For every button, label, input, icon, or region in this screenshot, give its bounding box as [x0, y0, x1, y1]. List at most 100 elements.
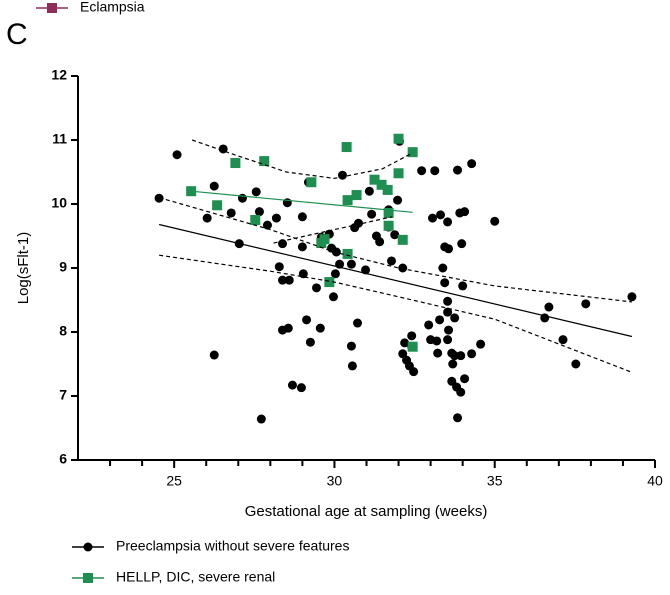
point — [453, 165, 463, 175]
x-tick-label: 25 — [166, 473, 182, 489]
point — [259, 156, 270, 167]
point — [306, 177, 317, 188]
point — [209, 350, 219, 360]
point — [353, 318, 363, 328]
point — [251, 187, 261, 197]
confidence-band — [159, 254, 633, 373]
legend-marker — [47, 3, 57, 13]
point — [341, 142, 352, 153]
point — [346, 259, 356, 269]
point — [226, 208, 236, 218]
point — [544, 302, 554, 312]
point — [417, 166, 427, 176]
point — [353, 218, 363, 228]
point — [435, 315, 445, 325]
point — [202, 213, 212, 223]
point — [571, 359, 581, 369]
point — [467, 159, 477, 169]
point — [346, 341, 356, 351]
legend-label: HELLP, DIC, severe renal — [116, 569, 275, 585]
y-tick-label: 8 — [59, 323, 67, 339]
legend-marker — [83, 573, 93, 583]
x-tick-label: 35 — [487, 473, 503, 489]
point — [407, 331, 417, 341]
point — [456, 387, 466, 397]
point — [297, 242, 307, 252]
y-tick-label: 9 — [59, 259, 67, 275]
point — [250, 215, 261, 225]
point — [367, 209, 377, 219]
point — [278, 275, 288, 285]
point — [296, 383, 306, 393]
point — [278, 239, 288, 249]
point — [433, 348, 443, 358]
point — [443, 217, 453, 227]
point — [457, 239, 467, 249]
point — [364, 186, 374, 196]
point — [407, 341, 418, 352]
point — [400, 338, 410, 348]
point — [398, 263, 408, 273]
point — [444, 244, 454, 254]
point — [428, 213, 438, 223]
point — [212, 200, 223, 211]
point — [330, 269, 340, 279]
point — [444, 325, 454, 335]
point — [490, 216, 500, 226]
point — [283, 323, 293, 333]
point — [467, 349, 477, 359]
point — [328, 292, 338, 302]
point — [460, 374, 470, 384]
legend-label: Eclampsia — [80, 0, 145, 15]
point — [324, 277, 335, 288]
point — [436, 210, 446, 220]
legend-label: Preeclampsia without severe features — [116, 538, 349, 554]
y-tick-label: 12 — [51, 67, 67, 83]
point — [383, 207, 394, 218]
point — [443, 296, 453, 306]
y-axis-label: Log(sFlt-1) — [15, 232, 32, 305]
point — [450, 313, 460, 323]
point — [460, 207, 470, 217]
point — [476, 339, 486, 349]
point — [297, 212, 307, 222]
point — [271, 213, 281, 223]
point — [558, 335, 568, 345]
point — [209, 181, 219, 191]
point — [382, 184, 393, 195]
point — [409, 367, 419, 377]
x-tick-label: 40 — [647, 473, 663, 489]
point — [284, 275, 294, 285]
confidence-band — [273, 216, 393, 244]
point — [393, 133, 404, 144]
point — [311, 283, 321, 293]
point — [397, 234, 408, 245]
point — [393, 195, 403, 205]
point — [443, 335, 453, 345]
point — [424, 320, 434, 330]
y-tick-label: 11 — [52, 131, 67, 147]
point — [337, 170, 347, 180]
point — [230, 158, 241, 169]
point — [287, 380, 297, 390]
point — [440, 278, 450, 288]
point — [393, 168, 404, 179]
y-tick-label: 6 — [59, 451, 67, 467]
point — [448, 359, 458, 369]
point — [351, 190, 362, 201]
point — [237, 193, 247, 203]
point — [274, 262, 284, 272]
point — [581, 299, 591, 309]
regression-line — [191, 190, 413, 213]
point — [432, 336, 442, 346]
point — [453, 413, 463, 423]
point — [390, 230, 400, 240]
point — [262, 220, 272, 230]
point — [315, 323, 325, 333]
point — [154, 193, 164, 203]
y-tick-label: 7 — [59, 387, 67, 403]
point — [342, 195, 353, 206]
point — [407, 147, 418, 158]
y-tick-label: 10 — [51, 195, 67, 211]
point — [172, 150, 182, 160]
